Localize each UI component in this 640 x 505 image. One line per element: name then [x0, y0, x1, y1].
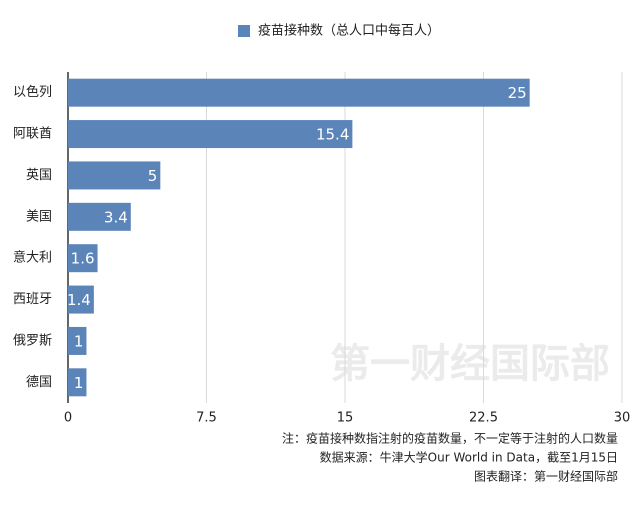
legend-swatch	[238, 25, 250, 37]
x-tick-label: 30	[614, 411, 631, 426]
x-tick-label: 0	[64, 411, 72, 426]
x-tick-label: 15	[337, 411, 354, 426]
bar	[68, 368, 87, 397]
y-tick-label: 德国	[26, 375, 52, 390]
value-label: 1	[74, 332, 84, 350]
value-label: 5	[148, 167, 158, 185]
y-tick-label: 意大利	[13, 250, 52, 266]
bar	[68, 161, 161, 190]
y-tick-label: 以色列	[13, 84, 52, 100]
note: 图表翻译：第一财经国际部	[474, 469, 618, 484]
value-label: 3.4	[104, 208, 128, 226]
value-label: 15.4	[316, 126, 349, 144]
bar	[68, 326, 87, 355]
bar	[68, 244, 98, 273]
bar	[68, 285, 94, 314]
legend-label: 疫苗接种数（总人口中每百人）	[258, 23, 440, 39]
x-tick-label: 22.5	[469, 411, 498, 426]
note: 数据来源：牛津大学Our World in Data，截至1月15日	[320, 450, 618, 465]
y-tick-label: 俄罗斯	[13, 333, 52, 348]
bar	[68, 202, 131, 231]
watermark: 第一财经国际部	[330, 341, 610, 387]
value-label: 1.4	[67, 291, 91, 309]
y-tick-label: 阿联酋	[13, 126, 52, 142]
y-tick-label: 西班牙	[13, 292, 52, 307]
note: 注：疫苗接种数指注射的疫苗数量，不一定等于注射的人口数量	[282, 431, 618, 446]
value-label: 1.6	[71, 250, 95, 268]
y-tick-label: 英国	[26, 168, 52, 183]
bar	[68, 78, 530, 107]
y-tick-label: 美国	[26, 209, 52, 224]
x-tick-label: 7.5	[196, 411, 217, 426]
value-label: 25	[508, 84, 527, 102]
bar	[68, 120, 353, 149]
value-label: 1	[74, 374, 84, 392]
